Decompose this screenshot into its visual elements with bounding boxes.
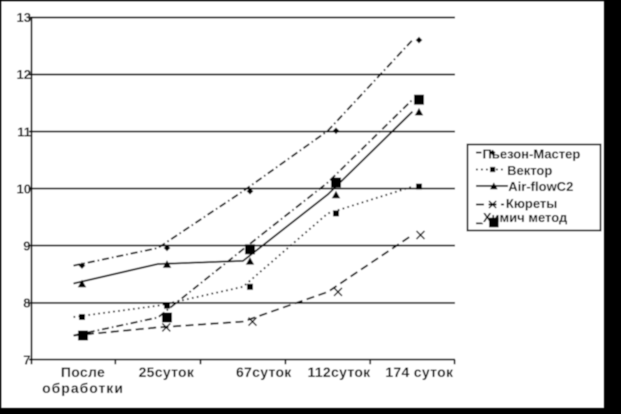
svg-text:8: 8 <box>23 296 30 311</box>
svg-text:12: 12 <box>17 67 31 82</box>
svg-text:11: 11 <box>17 124 31 139</box>
svg-text:10: 10 <box>17 181 31 196</box>
svg-text:13: 13 <box>17 10 31 25</box>
svg-text:112суток: 112суток <box>308 364 372 380</box>
svg-text:Air-flowC2: Air-flowC2 <box>508 179 573 194</box>
svg-text:После: После <box>61 364 105 380</box>
svg-text:25суток: 25суток <box>139 364 195 380</box>
svg-text:67суток: 67суток <box>236 364 292 380</box>
svg-text:Кюреты: Кюреты <box>506 196 558 211</box>
svg-text:Пьезон-Мастер: Пьезон-Мастер <box>483 146 581 161</box>
svg-text:7: 7 <box>23 352 30 367</box>
svg-text:174 суток: 174 суток <box>385 364 454 380</box>
svg-text:Химич метод: Химич метод <box>483 210 568 225</box>
svg-text:Вектор: Вектор <box>507 163 552 178</box>
svg-text:обработки: обработки <box>42 380 124 396</box>
svg-text:9: 9 <box>23 238 30 253</box>
